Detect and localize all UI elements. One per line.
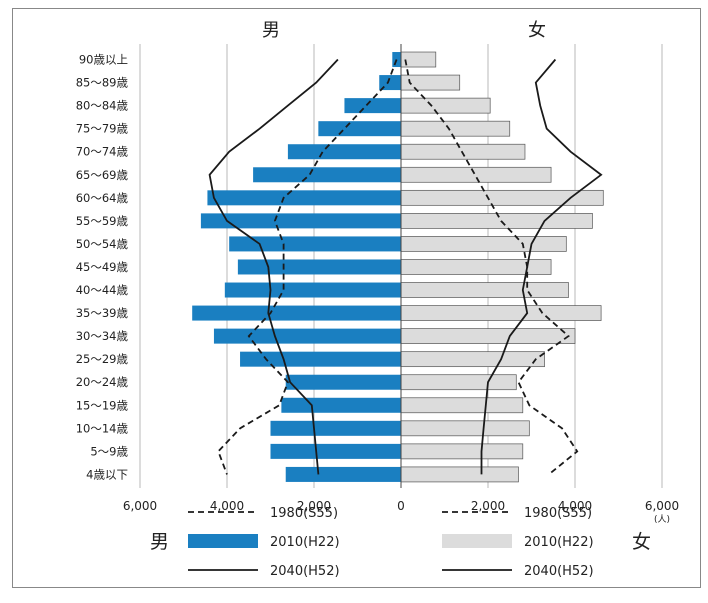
male-2010-bar	[200, 213, 401, 229]
female-2040-line	[480, 58, 603, 475]
age-group-label: 85〜89歳	[76, 76, 129, 90]
male-2040-line	[208, 58, 339, 475]
female-2010-bar	[400, 443, 524, 460]
female-2010-bar	[400, 282, 569, 298]
male-2010-bar	[281, 397, 401, 413]
female-2010-bar	[400, 189, 604, 206]
male-2010-bar	[237, 259, 401, 275]
chart-frame	[12, 8, 701, 588]
x-tick-label: 4,000	[210, 499, 244, 513]
x-tick-label: 4,000	[558, 499, 592, 513]
female-2010-bar	[400, 166, 552, 183]
male-2010-bar	[270, 420, 401, 436]
age-group-label: 70〜74歳	[76, 145, 129, 159]
female-2010-bar	[400, 420, 530, 437]
legend-label: 2010(H22)	[270, 535, 340, 550]
x-tick-label: 6,000	[645, 499, 679, 513]
legend-swatch	[188, 534, 258, 548]
age-group-label: 80〜84歳	[76, 99, 129, 113]
legend-male-label: 男	[150, 531, 169, 553]
female-2010-bar	[400, 120, 511, 137]
female-2010-bar	[400, 397, 524, 414]
age-group-label: 15〜19歳	[76, 398, 129, 412]
male-2010-bar	[229, 236, 401, 252]
x-tick-label: 2,000	[297, 499, 331, 513]
male-2010-bar	[287, 144, 401, 160]
age-group-label: 60〜64歳	[76, 191, 129, 205]
age-group-label: 45〜49歳	[76, 260, 129, 274]
legend-label: 2010(H22)	[524, 535, 594, 550]
age-group-label: 30〜34歳	[76, 329, 129, 343]
male-2010-bar	[240, 351, 401, 367]
male-2010-bar	[253, 167, 401, 183]
unit-label: (人)	[654, 514, 670, 525]
x-tick-label: 6,000	[123, 499, 157, 513]
male-2010-bar	[270, 443, 401, 459]
age-group-label: 4歳以下	[86, 467, 128, 481]
male-header: 男	[262, 20, 280, 41]
legend-female-label: 女	[632, 531, 651, 553]
female-2010-bar	[400, 97, 491, 114]
age-group-label: 90歳以上	[79, 53, 128, 67]
age-group-label: 75〜79歳	[76, 122, 129, 136]
male-2010-bar	[344, 98, 401, 114]
female-header: 女	[528, 20, 546, 41]
male-2010-bar	[285, 466, 401, 482]
female-2010-bar	[400, 351, 545, 368]
male-1980-line	[217, 59, 398, 475]
legend-label: 1980(S55)	[524, 506, 592, 521]
female-2010-bar	[400, 143, 526, 160]
age-group-label: 5〜9歳	[90, 444, 128, 458]
male-2010-bar	[207, 190, 401, 206]
male-2010-bar	[379, 75, 401, 91]
age-group-label: 25〜29歳	[76, 352, 129, 366]
male-2010-bar	[285, 374, 401, 390]
male-2010-bar	[224, 282, 401, 298]
legend-label: 2040(H52)	[524, 564, 594, 579]
female-2010-bar	[400, 466, 519, 483]
legend-label: 2040(H52)	[270, 564, 340, 579]
age-group-label: 40〜44歳	[76, 283, 129, 297]
female-2010-bar	[400, 213, 593, 229]
x-tick-label: 0	[397, 499, 405, 513]
female-2010-bar	[400, 236, 567, 252]
age-group-label: 35〜39歳	[76, 306, 129, 320]
male-2010-bar	[192, 305, 401, 321]
female-2010-bar	[400, 305, 602, 321]
age-group-label: 10〜14歳	[76, 421, 129, 435]
legend-label: 1980(S55)	[270, 506, 338, 521]
age-group-label: 50〜54歳	[76, 237, 129, 251]
age-group-label: 65〜69歳	[76, 168, 129, 182]
legend-swatch	[442, 534, 512, 548]
male-2010-bar	[318, 121, 401, 137]
female-2010-bar	[400, 374, 517, 391]
female-2010-bar	[400, 328, 576, 344]
age-group-label: 55〜59歳	[76, 214, 129, 228]
male-2010-bar	[213, 328, 401, 344]
age-group-label: 20〜24歳	[76, 375, 129, 389]
x-tick-label: 2,000	[471, 499, 505, 513]
